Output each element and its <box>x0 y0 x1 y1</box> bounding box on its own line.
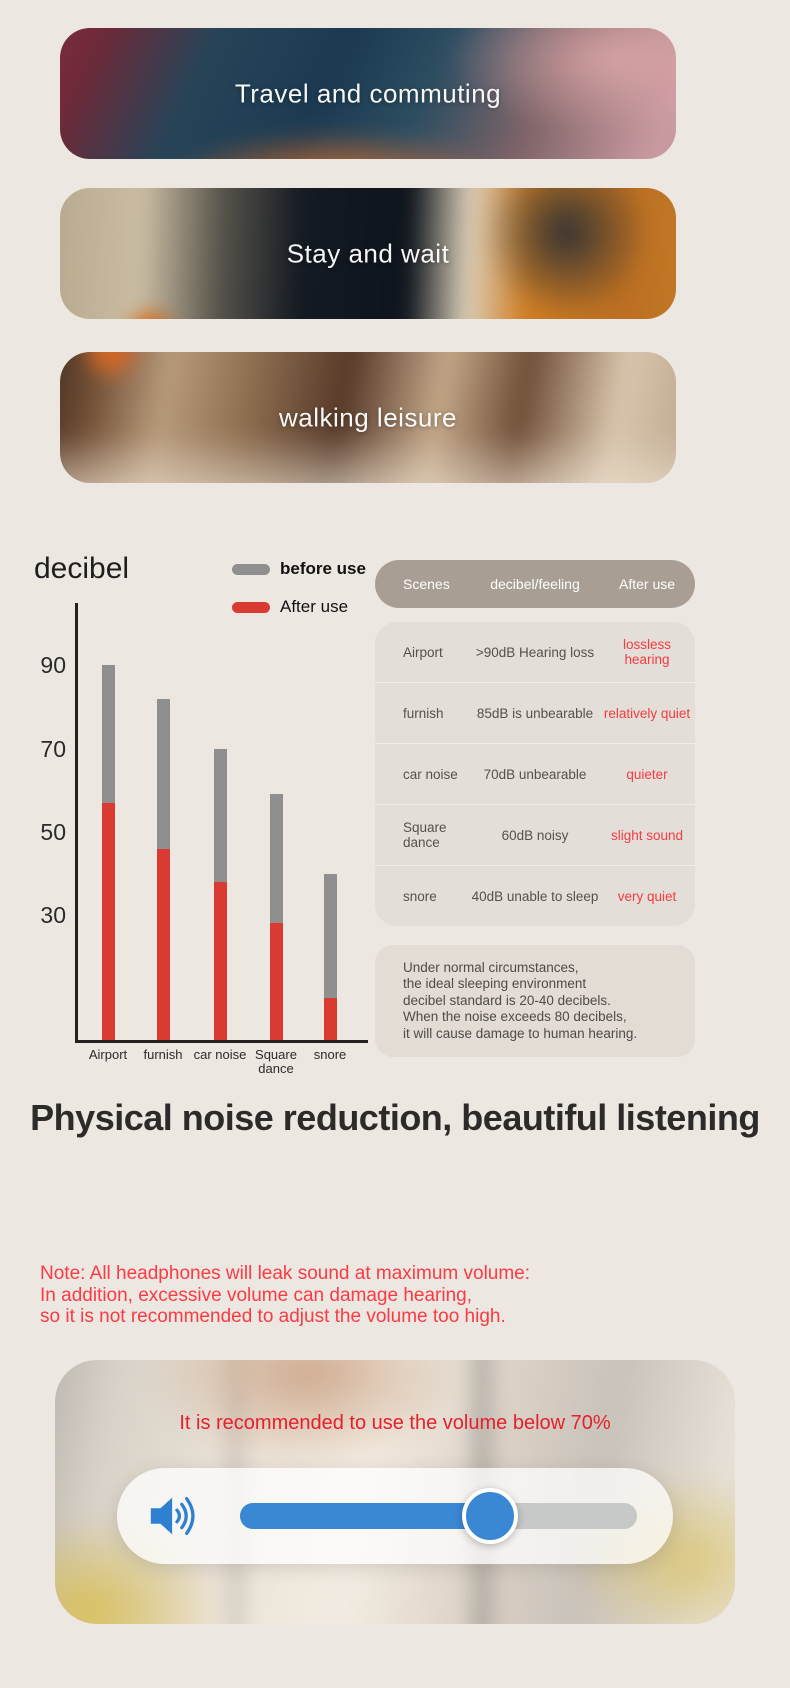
volume-warning-text: Note: All headphones will leak sound at … <box>40 1263 531 1327</box>
volume-slider-fill <box>240 1503 491 1529</box>
cell-after-use: very quiet <box>617 888 677 904</box>
banner-walking-leisure: walking leisure <box>60 352 676 483</box>
banner-caption: Travel and commuting <box>234 78 502 108</box>
speaker-volume-icon <box>145 1485 207 1552</box>
bar-segment-before-use <box>323 873 337 1040</box>
cell-after-use: slight sound <box>610 827 684 843</box>
x-tick-label: car noise <box>193 1047 247 1062</box>
cell-after-use: lossless hearing <box>622 637 671 667</box>
bar-segment-after-use <box>101 802 115 1040</box>
x-tick-label: furnish <box>143 1047 183 1062</box>
y-tick-label: 90 <box>40 652 66 679</box>
cell-decibel-feeling: 85dB is unbearable <box>476 705 594 721</box>
banner-caption: walking leisure <box>278 402 458 432</box>
x-tick-label: Square dance <box>255 1047 297 1076</box>
table-row: car noise 70dB unbearable quieter <box>375 744 695 805</box>
cell-decibel-feeling: >90dB Hearing loss <box>475 644 595 660</box>
volume-slider-thumb[interactable] <box>462 1488 519 1544</box>
table-row: Square dance 60dB noisy slight sound <box>375 805 695 866</box>
cell-scene: Square dance <box>403 820 447 850</box>
volume-slider-panel <box>117 1468 673 1564</box>
legend-swatch-gray <box>232 563 270 575</box>
cell-decibel-feeling: 40dB unable to sleep <box>471 888 599 904</box>
legend-item-before-use: before use <box>232 556 366 582</box>
cell-decibel-feeling: 70dB unbearable <box>483 766 587 782</box>
banner-caption: Stay and wait <box>286 238 450 268</box>
table-row: furnish 85dB is unbearable relatively quie… <box>375 683 695 744</box>
y-tick-label: 70 <box>40 735 66 762</box>
section-heading: Physical noise reduction, beautiful list… <box>30 1097 760 1138</box>
chart-legend: before use After use <box>232 556 366 632</box>
travel-photo <box>60 28 676 159</box>
x-tick-label: snore <box>313 1047 347 1062</box>
cell-decibel-feeling: 60dB noisy <box>501 827 569 843</box>
cell-scene: car noise <box>403 766 458 782</box>
column-header-scenes: Scenes <box>403 576 450 592</box>
subway-photo <box>60 188 676 319</box>
chart-title: decibel <box>34 552 130 585</box>
volume-recommendation-banner: It is recommended to use the volume belo… <box>55 1360 735 1624</box>
column-header-decibel-feeling: decibel/feeling <box>490 576 580 592</box>
bar-segment-after-use <box>269 923 283 1040</box>
legend-item-after-use: After use <box>232 594 366 620</box>
bar-segment-after-use <box>156 848 170 1040</box>
scene-table-body: Airport >90dB Hearing loss lossless hearin… <box>375 622 695 926</box>
decibel-bar-chart: decibel before use After use Airport furn… <box>30 548 380 1076</box>
legend-swatch-red <box>232 601 270 613</box>
bar-segment-after-use <box>323 998 337 1040</box>
cell-scene: furnish <box>403 705 444 721</box>
banner-travel-and-commuting: Travel and commuting <box>60 28 676 159</box>
volume-slider-track[interactable] <box>240 1488 637 1544</box>
cell-after-use: relatively quiet <box>603 705 691 721</box>
y-tick-label: 30 <box>40 902 66 929</box>
cell-scene: Airport <box>403 644 443 660</box>
sleep-decibel-note: Under normal circumstances, the ideal sl… <box>375 945 695 1058</box>
banner-stay-and-wait: Stay and wait <box>60 188 676 319</box>
table-row: Airport >90dB Hearing loss lossless hearin… <box>375 622 695 683</box>
bar-segment-after-use <box>213 881 227 1040</box>
scene-table-header: Scenes decibel/feeling After use <box>375 560 695 608</box>
column-header-after-use: After use <box>618 576 676 592</box>
x-tick-label: Airport <box>88 1047 128 1062</box>
volume-message: It is recommended to use the volume belo… <box>179 1412 611 1434</box>
chart-plot: Airport furnish car noise Square dance snore… <box>40 603 368 1076</box>
walking-photo <box>60 352 676 483</box>
cell-after-use: quieter <box>626 766 668 782</box>
y-tick-label: 50 <box>40 818 66 845</box>
table-row: snore 40dB unable to sleep very quiet <box>375 866 695 926</box>
cell-scene: snore <box>403 888 437 904</box>
